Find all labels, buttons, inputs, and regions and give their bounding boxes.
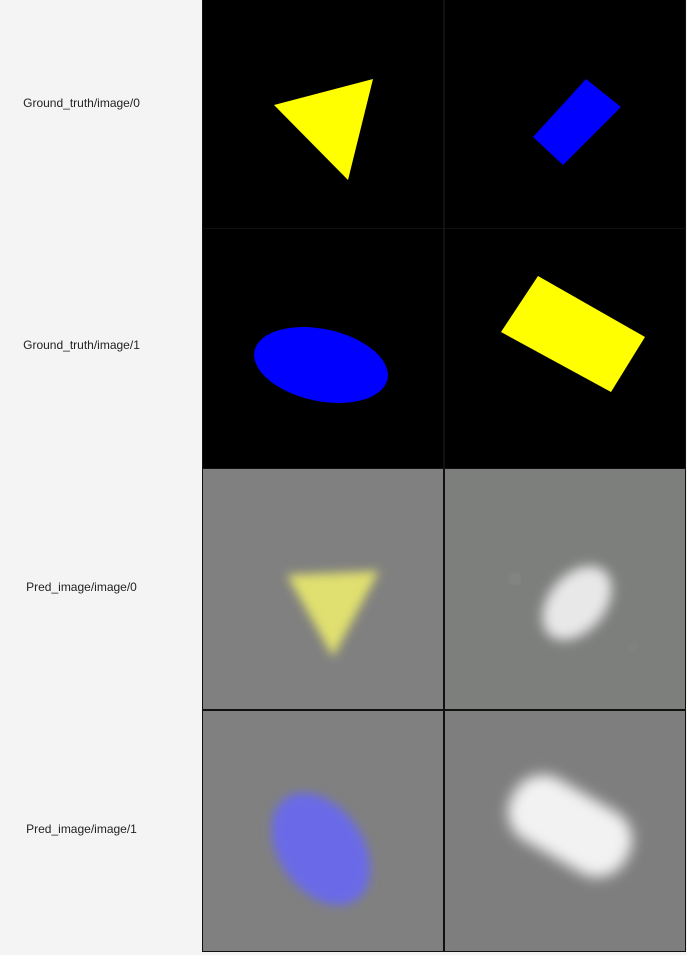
pred-0-image-a — [202, 468, 444, 710]
ground-truth-1-image-a — [202, 228, 444, 470]
pred-1-image-a — [202, 710, 444, 952]
pred-0-image-b — [444, 468, 686, 710]
row-label-pred-image-1: Pred_image/image/1 — [26, 822, 137, 836]
row-label-ground-truth-1: Ground_truth/image/1 — [23, 338, 140, 352]
yellow-triangle-shape — [274, 79, 373, 180]
pred-noise-dot — [511, 575, 519, 583]
pred-white-blob-shape — [542, 566, 612, 640]
yellow-rectangle-shape — [501, 276, 645, 392]
ground-truth-0-image-a — [202, 0, 444, 240]
pred-white-rectangle-shape — [507, 774, 633, 878]
blue-ellipse-shape — [254, 327, 388, 403]
row-label-pred-image-0: Pred_image/image/0 — [26, 580, 137, 594]
pred-1-image-b — [444, 710, 686, 952]
blue-rectangle-shape — [533, 79, 621, 165]
pred-yellow-triangle-shape — [287, 571, 379, 657]
ground-truth-0-image-b — [444, 0, 686, 240]
pred-noise-dot — [630, 644, 636, 650]
ground-truth-1-image-b — [444, 228, 686, 470]
row-label-ground-truth-0: Ground_truth/image/0 — [23, 96, 140, 110]
pred-blue-ellipse-shape — [271, 792, 371, 906]
